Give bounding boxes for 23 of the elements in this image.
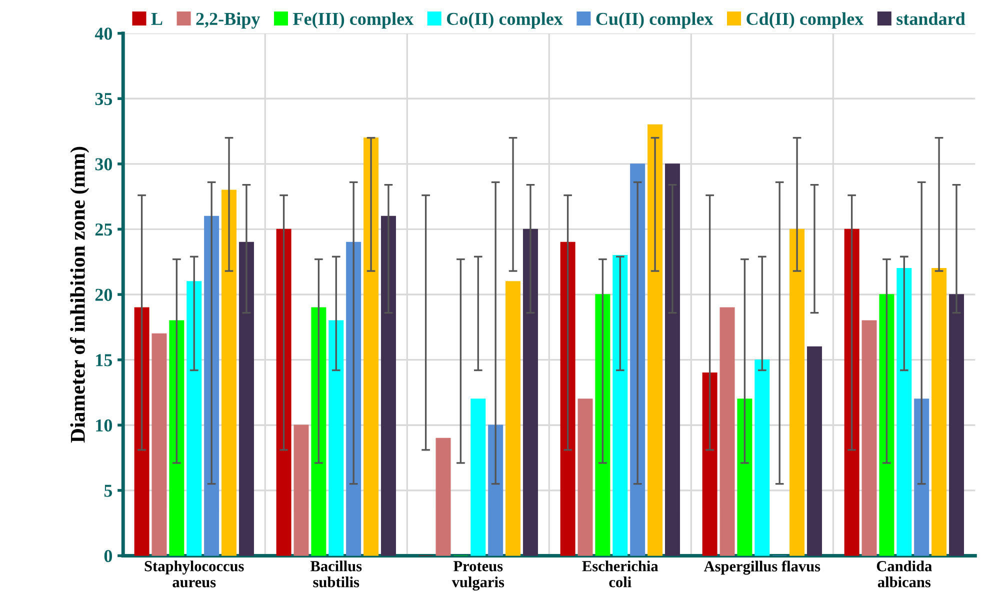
x-tick-label: Bacillus subtilis bbox=[310, 560, 362, 588]
y-tick-label: 20 bbox=[95, 288, 112, 301]
y-axis-title: Diameter of inhibition zone (mm) bbox=[70, 146, 90, 443]
y-tick-label: 0 bbox=[104, 550, 112, 562]
legend-label: 2,2-Bipy bbox=[196, 12, 260, 29]
y-tick-label: 25 bbox=[95, 224, 112, 236]
legend-label: Cu(II) complex bbox=[596, 12, 714, 29]
y-tick-label: 15 bbox=[96, 354, 112, 366]
legend-label: Co(II) complex bbox=[446, 12, 563, 29]
x-tick-label: Candida albicans bbox=[876, 560, 932, 588]
x-tick-label: Aspergillus flavus bbox=[704, 560, 820, 575]
y-tick-label: 40 bbox=[94, 28, 112, 40]
legend-label: Fe(III) complex bbox=[293, 12, 414, 29]
x-tick-label: Proteus vulgaris bbox=[452, 561, 504, 591]
y-tick-label: 30 bbox=[95, 158, 112, 170]
y-tick-label: 5 bbox=[104, 484, 112, 497]
legend-label: L bbox=[151, 13, 162, 25]
x-tick-label: Staphylococcus aureus bbox=[144, 560, 244, 588]
y-tick-label: 35 bbox=[95, 92, 112, 106]
y-tick-label: 10 bbox=[96, 419, 112, 432]
legend-label: standard bbox=[896, 12, 966, 25]
x-tick-label: Escherichia coli bbox=[582, 560, 658, 588]
legend-label: Cd(II) complex bbox=[746, 12, 864, 29]
